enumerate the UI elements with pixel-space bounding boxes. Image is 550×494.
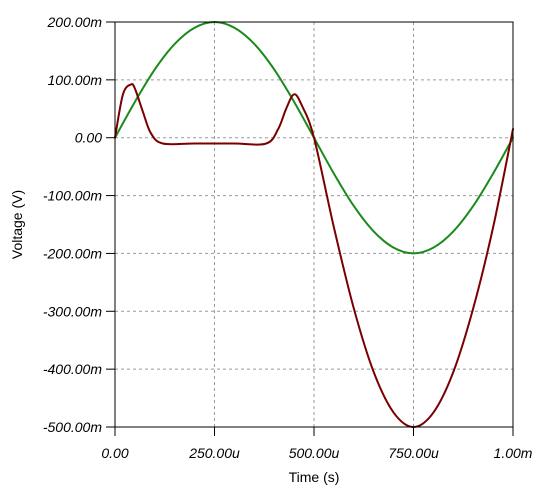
y-tick-label: 100.00m	[48, 72, 103, 88]
y-tick-label: -300.00m	[43, 303, 102, 319]
x-tick-label: 1.00m	[494, 445, 533, 461]
x-tick-label: 250.00u	[188, 445, 240, 461]
y-tick-label: -500.00m	[43, 419, 102, 435]
tick-marks	[106, 21, 514, 436]
y-tick-label: -400.00m	[43, 361, 102, 377]
x-tick-label: 500.00u	[289, 445, 340, 461]
x-axis-title: Time (s)	[289, 469, 340, 485]
x-tick-labels: 0.00 250.00u 500.00u 750.00u 1.00m	[101, 445, 532, 461]
grid-lines	[114, 21, 514, 428]
y-tick-label: -100.00m	[43, 188, 102, 204]
x-tick-label: 750.00u	[388, 445, 439, 461]
y-tick-labels: 200.00m 100.00m 0.00 -100.00m -200.00m -300.0…	[43, 14, 102, 435]
series-line-2	[114, 83, 514, 428]
series-layer	[114, 21, 514, 428]
x-tick-label: 0.00	[101, 445, 128, 461]
y-tick-label: 0.00	[75, 130, 102, 146]
y-axis-title: Voltage (V)	[9, 190, 25, 259]
y-tick-label: 200.00m	[47, 14, 103, 30]
y-tick-label: -200.00m	[43, 245, 102, 261]
